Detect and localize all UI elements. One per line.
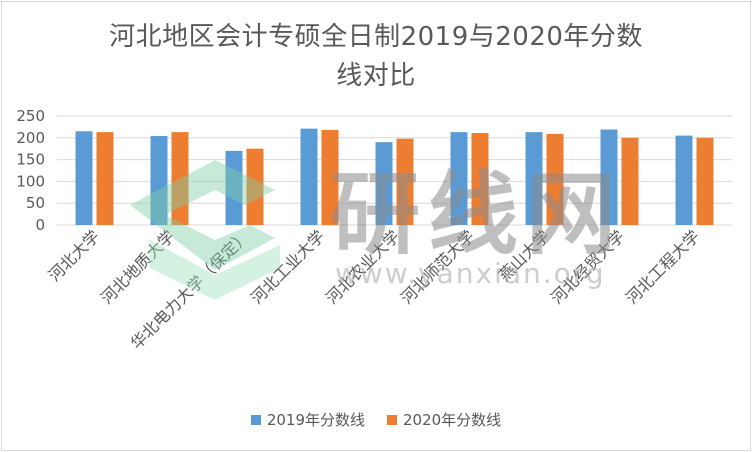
watermark-logo-icon-lower: [150, 240, 280, 300]
watermark-url: www.yanxian.org: [335, 257, 606, 290]
chart-title-line-2: 线对比: [336, 61, 416, 91]
legend-label-2019: 2019年分数线: [266, 411, 365, 429]
bar-2020: [696, 137, 714, 225]
bar-2019: [375, 142, 393, 225]
bar-2019: [675, 135, 693, 225]
chart-title: 河北地区会计专硕全日制2019与2020年分数: [109, 22, 643, 52]
y-tick-label: 50: [26, 194, 45, 212]
x-tick-label: 河北工程大学: [622, 226, 703, 307]
y-tick-label: 100: [16, 172, 45, 190]
bar-2019: [150, 136, 168, 225]
legend-swatch-2019: [250, 414, 261, 425]
legend-swatch-2020: [387, 414, 397, 425]
bar-2020: [471, 133, 489, 225]
bar-2019: [600, 129, 618, 225]
bar-2020: [171, 132, 189, 225]
bar-2019: [300, 128, 318, 225]
legend-label-2020: 2020年分数线: [403, 411, 502, 429]
y-tick-label: 150: [16, 151, 45, 169]
watermark-logo-icon: [130, 160, 275, 270]
bar-2020: [246, 148, 264, 225]
bar-2020: [321, 129, 339, 225]
legend-item-2019: 2019年分数线: [250, 409, 365, 430]
legend-item-2020: 2020年分数线: [387, 409, 501, 430]
chart-legend: 2019年分数线 2020年分数线: [0, 409, 752, 430]
watermark-text: 研线网: [330, 162, 624, 267]
bar-2019: [450, 132, 468, 225]
bar-2019: [225, 150, 243, 225]
y-tick-label: 0: [35, 216, 45, 234]
y-tick-label: 250: [16, 107, 45, 125]
bar-2020: [621, 137, 639, 225]
bar-2020: [546, 133, 564, 225]
y-tick-label: 200: [16, 129, 45, 147]
bar-2019: [525, 132, 543, 225]
bar-2019: [75, 131, 93, 225]
bar-2020: [96, 132, 114, 225]
bar-2020: [396, 138, 414, 225]
x-tick-label: 河北大学: [45, 226, 104, 285]
